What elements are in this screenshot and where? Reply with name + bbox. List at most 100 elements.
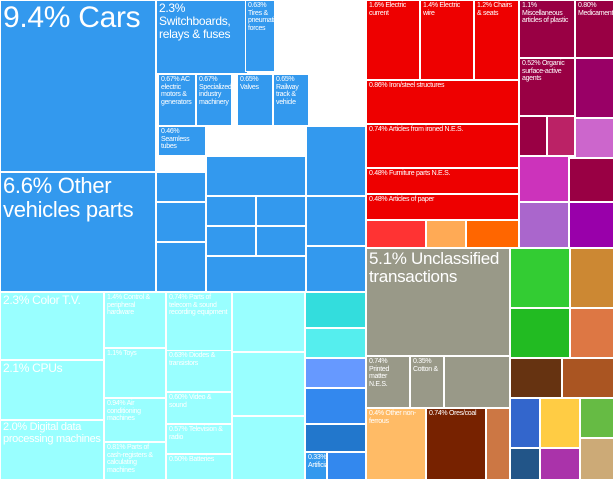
treemap-filler-cell	[206, 256, 306, 292]
treemap-cell-label: 5.1% Unclassified transactions	[369, 249, 500, 287]
treemap-filler-cell	[570, 248, 614, 308]
treemap-filler-cell	[540, 448, 580, 480]
treemap-cell-label: 0.65% Railway track & vehicle	[276, 76, 299, 106]
treemap-filler-cell	[305, 424, 366, 452]
treemap-cell: 2.3% Switchboards, relays & fuses	[156, 0, 248, 74]
treemap-filler-cell	[519, 116, 547, 156]
treemap-filler-cell	[366, 220, 426, 248]
treemap-cell-label: 0.48% Articles of paper	[369, 196, 435, 203]
treemap-cell: 5.1% Unclassified transactions	[366, 248, 510, 356]
treemap-cell-label: 0.33% Artificial	[308, 454, 327, 469]
treemap-cell-label: 1.4% Control & peripheral hardware	[107, 294, 150, 317]
treemap-cell: 0.48% Articles of paper	[366, 194, 519, 220]
treemap-cell: 0.65% Railway track & vehicle	[273, 74, 309, 126]
treemap-filler-cell	[306, 246, 366, 292]
treemap-cell: 1.6% Electric current	[366, 0, 420, 80]
treemap-cell-label: 0.94% Air conditioning machines	[107, 400, 141, 423]
treemap-cell-label: 0.67% Specialized industry machinery	[199, 76, 232, 106]
treemap-cell-label: 0.74% Printed matter N.E.S.	[369, 358, 390, 388]
treemap-filler-cell	[486, 408, 510, 480]
treemap-filler-cell	[306, 126, 366, 196]
treemap-filler-cell	[327, 452, 366, 480]
treemap-cell: 0.60% Video & sound	[166, 392, 232, 424]
treemap-cell-label: 0.52% Organic surface-active agents	[522, 60, 565, 83]
treemap-cell: 1.1% Toys	[104, 348, 166, 398]
treemap-cell: 0.74% Articles from ironed N.E.S.	[366, 124, 519, 168]
treemap-filler-cell	[232, 416, 305, 480]
treemap-cell: 0.80% Medicaments	[575, 0, 614, 58]
treemap-cell: 1.2% Chairs & seats	[474, 0, 519, 80]
treemap-filler-cell	[232, 292, 305, 352]
treemap-filler-cell	[256, 226, 306, 256]
treemap-cell: 0.74% Ores/coal	[426, 408, 486, 480]
treemap-filler-cell	[466, 220, 519, 248]
treemap-filler-cell	[510, 448, 540, 480]
treemap-cell: 0.50% Batteries	[166, 454, 232, 480]
treemap-filler-cell	[444, 356, 510, 408]
treemap-cell-label: 1.6% Electric current	[369, 2, 406, 17]
treemap-filler-cell	[156, 202, 206, 242]
treemap-cell: 0.81% Parts of cash-registers & calculat…	[104, 442, 166, 480]
treemap-filler-cell	[510, 248, 570, 308]
treemap-cell-label: 2.3% Color T.V.	[3, 293, 81, 307]
treemap-filler-cell	[580, 398, 614, 438]
treemap-cell: 0.94% Air conditioning machines	[104, 398, 166, 442]
treemap-filler-cell	[306, 196, 366, 246]
treemap-cell-label: 0.63% Tires & pneumatic forces	[248, 2, 275, 32]
treemap-filler-cell	[575, 118, 614, 158]
treemap-filler-cell	[206, 156, 306, 196]
treemap-cell: 9.4% Cars	[0, 0, 156, 172]
treemap-cell-label: 0.35% Cotton &	[413, 358, 438, 373]
treemap-cell: 0.52% Organic surface-active agents	[519, 58, 575, 116]
treemap-cell-label: 1.1% Miscellaneous articles of plastic	[522, 2, 569, 25]
treemap-cell: 0.48% Furniture parts N.E.S.	[366, 168, 519, 194]
treemap-cell: 0.67% AC electric motors & generators	[158, 74, 196, 126]
treemap-cell: 0.35% Cotton &	[410, 356, 444, 408]
treemap-filler-cell	[562, 358, 614, 398]
treemap-cell-label: 0.48% Furniture parts N.E.S.	[369, 170, 451, 177]
treemap-cell-label: 6.6% Other vehicles parts	[3, 173, 134, 222]
treemap-cell: 0.63% Tires & pneumatic forces	[245, 0, 275, 72]
treemap-cell: 0.86% Iron/steel structures	[366, 80, 519, 124]
treemap-cell: 6.6% Other vehicles parts	[0, 172, 156, 292]
treemap-cell-label: 0.60% Video & sound	[169, 394, 212, 409]
treemap-filler-cell	[510, 308, 570, 358]
treemap-cell-label: 0.81% Parts of cash-registers & calculat…	[107, 444, 153, 474]
treemap-filler-cell	[575, 58, 614, 118]
treemap-filler-cell	[519, 156, 569, 202]
treemap-cell: 0.57% Television & radio	[166, 424, 232, 454]
treemap-cell-label: 1.1% Toys	[107, 350, 137, 357]
treemap-cell-label: 0.65% Valves	[240, 76, 259, 91]
treemap-cell-label: 2.0% Digital data processing machines	[3, 421, 101, 445]
treemap-cell-label: 2.1% CPUs	[3, 361, 63, 375]
treemap-cell-label: 0.74% Articles from ironed N.E.S.	[369, 126, 463, 133]
treemap-cell: 1.4% Electric wire	[420, 0, 474, 80]
treemap-filler-cell	[426, 220, 466, 248]
treemap-cell-label: 0.74% Parts of telecom & sound recording…	[169, 294, 228, 317]
treemap-filler-cell	[305, 358, 366, 388]
treemap-cell-label: 0.46% Seamless tubes	[161, 128, 190, 151]
treemap-cell: 1.4% Control & peripheral hardware	[104, 292, 166, 348]
treemap-cell: 0.33% Artificial	[305, 452, 327, 480]
treemap-filler-cell	[156, 242, 206, 292]
treemap-filler-cell	[569, 202, 614, 248]
treemap-filler-cell	[305, 292, 366, 328]
treemap-filler-cell	[569, 158, 614, 202]
treemap-cell: 1.1% Miscellaneous articles of plastic	[519, 0, 575, 58]
treemap-filler-cell	[580, 438, 614, 480]
treemap-cell-label: 2.3% Switchboards, relays & fuses	[159, 1, 231, 41]
treemap-cell-label: 1.4% Electric wire	[423, 2, 460, 17]
treemap-cell: 0.74% Printed matter N.E.S.	[366, 356, 410, 408]
treemap-filler-cell	[547, 116, 575, 156]
treemap-filler-cell	[570, 308, 614, 358]
treemap-cell: 0.67% Specialized industry machinery	[196, 74, 232, 126]
treemap-cell-label: 0.63% Diodes & transistors	[169, 352, 215, 367]
treemap-cell: 0.4% Other non-ferrous	[366, 408, 426, 480]
treemap-cell: 2.0% Digital data processing machines	[0, 420, 104, 480]
treemap-cell-label: 0.4% Other non-ferrous	[369, 410, 416, 425]
treemap-filler-cell	[256, 196, 306, 226]
treemap-filler-cell	[305, 328, 366, 358]
treemap-cell: 0.65% Valves	[237, 74, 273, 126]
treemap-cell: 0.63% Diodes & transistors	[166, 350, 232, 392]
